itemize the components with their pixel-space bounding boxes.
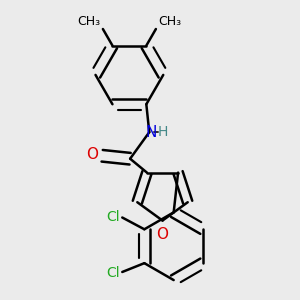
Text: N: N — [145, 125, 156, 140]
Text: CH₃: CH₃ — [158, 15, 181, 28]
Text: CH₃: CH₃ — [77, 15, 101, 28]
Text: O: O — [86, 147, 98, 162]
Text: Cl: Cl — [106, 266, 120, 280]
Text: O: O — [157, 227, 169, 242]
Text: Cl: Cl — [106, 210, 120, 224]
Text: H: H — [157, 125, 168, 139]
